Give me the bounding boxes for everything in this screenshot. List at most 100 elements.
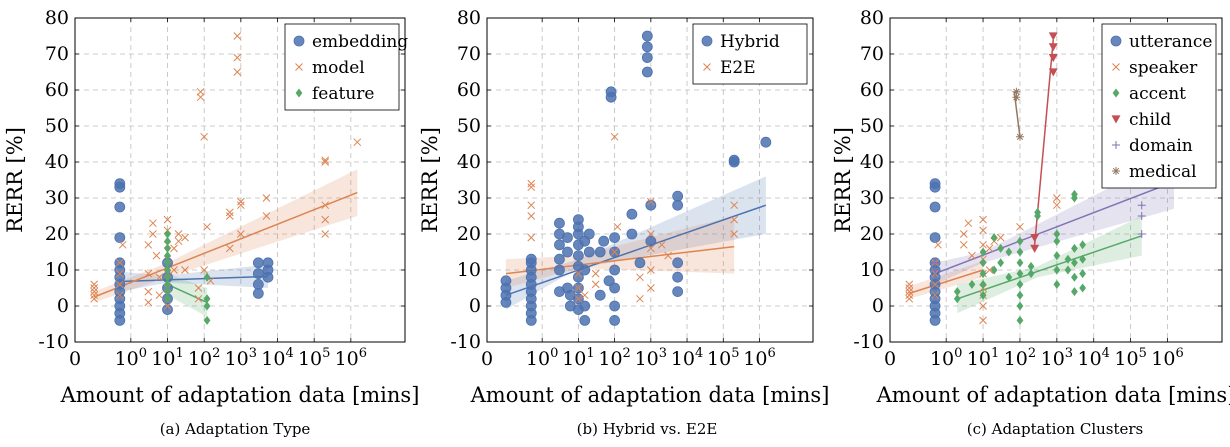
point-feature [164,258,171,268]
point-hybrid [609,282,621,294]
point-e2e [730,215,739,224]
x-axis-label: Amount of adaptation data [mins] [60,383,420,407]
point-domain [1137,230,1146,238]
y-tick-label: 30 [457,187,481,209]
y-tick-label: 0 [872,295,884,317]
legend: utterance speaker accent child domain medical [1101,23,1217,189]
point-embedding [162,304,173,316]
x-tick-label: 106 [1151,346,1183,370]
point-accent [997,258,1005,268]
legend-label-accent: accent [1129,84,1186,104]
point-feature [164,294,171,304]
x-axis-label: Amount of adaptation data [mins] [876,383,1230,407]
point-hybrid [626,228,638,240]
point-speaker [985,266,994,274]
point-model [194,294,203,303]
x-tick-label: 101 [562,346,594,370]
point-model [170,266,178,274]
point-embedding [252,257,264,269]
point-domain [1137,212,1146,220]
point-child [1048,43,1058,52]
regression-line-embedding [119,275,269,283]
legend: Hybrid E2E [692,23,808,85]
point-speaker [985,244,994,253]
point-model [262,212,271,220]
point-accent [1016,290,1024,300]
point-model [163,215,172,224]
y-tick-label: -10 [450,331,481,353]
x-tick-label: 103 [1041,346,1073,370]
point-e2e [730,230,739,238]
point-accent [1064,265,1072,275]
point-e2e [591,269,600,278]
y-tick-label: 40 [45,151,69,173]
confidence-band-embedding [119,264,268,292]
point-hybrid [645,199,657,211]
confidence-band-model [94,169,358,303]
point-model [149,230,157,238]
legend-marker-domain [1112,141,1120,149]
x-tick-label: 103 [225,346,257,370]
x-tick-label: 0 [69,348,81,370]
point-accent [1027,269,1035,279]
point-hybrid [672,199,684,211]
point-model [236,230,245,238]
point-speaker [1016,222,1024,231]
legend-marker-speaker [1112,63,1120,71]
y-tick-label: 0 [469,295,481,317]
point-speaker [905,284,914,292]
point-embedding [252,268,264,280]
point-model [155,273,164,282]
point-speaker [959,230,968,238]
point-speaker [905,291,914,300]
point-accent [1016,269,1024,279]
point-hybrid [554,217,565,229]
point-model [321,230,330,238]
point-child [1030,244,1040,253]
point-accent [1079,240,1087,250]
point-hybrid [641,52,653,63]
point-accent [979,279,987,289]
point-hybrid [572,214,584,226]
x-tick-label: 101 [151,346,183,370]
point-hybrid [594,289,606,301]
point-model [115,258,124,267]
point-model [144,269,153,278]
point-e2e [574,284,583,292]
regression-line-medical [1013,91,1021,137]
point-hybrid [634,257,646,269]
point-accent [979,290,987,300]
regression-line-model [93,191,358,298]
point-accent [1016,279,1024,289]
point-speaker [968,251,976,260]
point-e2e [574,269,583,278]
point-model [321,156,330,165]
point-e2e [646,284,655,292]
point-child [1048,68,1058,77]
point-feature [203,315,211,325]
point-speaker [979,215,987,224]
point-speaker [905,287,914,296]
y-tick-label: 30 [45,187,69,209]
point-accent [1053,229,1061,239]
legend-marker-embedding [293,35,305,47]
point-model [170,244,178,253]
point-hybrid [609,314,621,326]
point-accent [1079,283,1087,293]
legend-label-e2e: E2E [720,58,756,78]
point-model [174,237,183,246]
point-utterance [929,232,941,244]
point-accent [1016,301,1024,311]
y-tick-label: 20 [457,223,481,245]
point-e2e [664,251,672,260]
point-model [115,269,124,278]
point-accent [953,294,961,304]
x-tick-label: 106 [335,346,367,370]
point-speaker [979,302,987,310]
points-layer [905,32,1146,326]
x-tick-label: 0 [884,348,896,370]
point-model [321,158,330,166]
x-tick-label: 105 [1114,346,1146,370]
point-e2e [610,248,619,256]
